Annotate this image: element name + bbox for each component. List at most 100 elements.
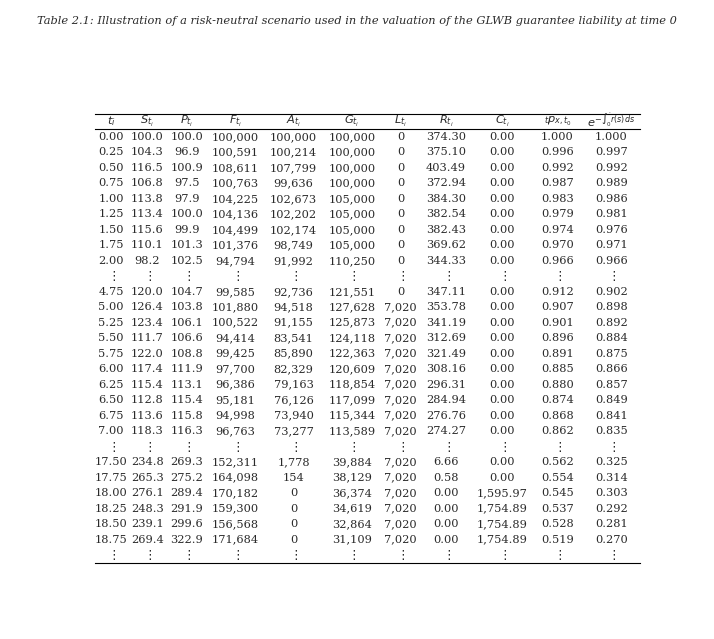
- Text: 289.4: 289.4: [170, 488, 203, 498]
- Text: 0.992: 0.992: [595, 163, 628, 173]
- Text: 0.00: 0.00: [433, 519, 459, 529]
- Text: 104,225: 104,225: [212, 194, 259, 204]
- Text: 120,609: 120,609: [328, 364, 376, 374]
- Text: 0.00: 0.00: [489, 256, 515, 266]
- Text: $\vdots$: $\vdots$: [442, 269, 451, 283]
- Text: $\vdots$: $\vdots$: [231, 548, 240, 562]
- Text: $\vdots$: $\vdots$: [347, 440, 356, 454]
- Text: 76,126: 76,126: [273, 395, 313, 405]
- Text: 101,880: 101,880: [212, 302, 259, 312]
- Text: 100,000: 100,000: [328, 163, 376, 173]
- Text: $A_{t_i}$: $A_{t_i}$: [286, 114, 301, 129]
- Text: 0.00: 0.00: [489, 148, 515, 157]
- Text: $\vdots$: $\vdots$: [396, 440, 405, 454]
- Text: 0.314: 0.314: [595, 473, 628, 482]
- Text: 118.3: 118.3: [131, 426, 164, 436]
- Text: 7.00: 7.00: [99, 426, 124, 436]
- Text: 7,020: 7,020: [384, 333, 417, 343]
- Text: $\vdots$: $\vdots$: [143, 269, 152, 283]
- Text: Table 2.1: Illustration of a risk-neutral scenario used in the valuation of the : Table 2.1: Illustration of a risk-neutra…: [37, 16, 677, 26]
- Text: 0.997: 0.997: [595, 148, 628, 157]
- Text: 123.4: 123.4: [131, 318, 164, 328]
- Text: 98.2: 98.2: [134, 256, 160, 266]
- Text: 73,277: 73,277: [273, 426, 313, 436]
- Text: 0.866: 0.866: [595, 364, 628, 374]
- Text: 94,518: 94,518: [273, 302, 313, 312]
- Text: $\vdots$: $\vdots$: [231, 269, 240, 283]
- Text: 1.25: 1.25: [99, 209, 124, 219]
- Text: 344.33: 344.33: [426, 256, 466, 266]
- Text: 1,754.89: 1,754.89: [477, 504, 528, 514]
- Text: 18.25: 18.25: [95, 504, 128, 514]
- Text: 115.8: 115.8: [170, 411, 203, 420]
- Text: 100,591: 100,591: [212, 148, 259, 157]
- Text: 275.2: 275.2: [170, 473, 203, 482]
- Text: 103.8: 103.8: [170, 302, 203, 312]
- Text: 269.4: 269.4: [131, 535, 164, 544]
- Text: 0: 0: [397, 148, 404, 157]
- Text: 0.862: 0.862: [541, 426, 574, 436]
- Text: 36,374: 36,374: [332, 488, 372, 498]
- Text: 296.31: 296.31: [426, 380, 466, 390]
- Text: 299.6: 299.6: [170, 519, 203, 529]
- Text: 152,311: 152,311: [212, 457, 259, 467]
- Text: 0.00: 0.00: [489, 287, 515, 296]
- Text: 369.62: 369.62: [426, 240, 466, 250]
- Text: 403.49: 403.49: [426, 163, 466, 173]
- Text: 0.884: 0.884: [595, 333, 628, 343]
- Text: $e^{-\int_0^{\cdot} r(s)ds}$: $e^{-\int_0^{\cdot} r(s)ds}$: [588, 112, 635, 130]
- Text: 6.00: 6.00: [99, 364, 124, 374]
- Text: 97.5: 97.5: [174, 178, 199, 189]
- Text: 115.6: 115.6: [131, 225, 164, 235]
- Text: 115,344: 115,344: [328, 411, 376, 420]
- Text: 0.528: 0.528: [541, 519, 574, 529]
- Text: $\vdots$: $\vdots$: [607, 269, 616, 283]
- Text: 0.50: 0.50: [99, 163, 124, 173]
- Text: 100.0: 100.0: [131, 132, 164, 142]
- Text: 7,020: 7,020: [384, 535, 417, 544]
- Text: 127,628: 127,628: [328, 302, 376, 312]
- Text: 0.00: 0.00: [433, 504, 459, 514]
- Text: 269.3: 269.3: [170, 457, 203, 467]
- Text: 0.974: 0.974: [541, 225, 574, 235]
- Text: 0.00: 0.00: [489, 380, 515, 390]
- Text: 100.0: 100.0: [170, 209, 203, 219]
- Text: 0.996: 0.996: [541, 148, 574, 157]
- Text: 100,522: 100,522: [212, 318, 259, 328]
- Text: $\vdots$: $\vdots$: [182, 440, 191, 454]
- Text: 124,118: 124,118: [328, 333, 376, 343]
- Text: 91,155: 91,155: [273, 318, 313, 328]
- Text: 0.00: 0.00: [489, 426, 515, 436]
- Text: 0: 0: [290, 535, 297, 544]
- Text: 105,000: 105,000: [328, 240, 376, 250]
- Text: 0: 0: [397, 225, 404, 235]
- Text: 0.835: 0.835: [595, 426, 628, 436]
- Text: 107,799: 107,799: [270, 163, 317, 173]
- Text: 113.8: 113.8: [131, 194, 164, 204]
- Text: 105,000: 105,000: [328, 225, 376, 235]
- Text: 341.19: 341.19: [426, 318, 466, 328]
- Text: 99,585: 99,585: [216, 287, 256, 296]
- Text: 0.880: 0.880: [541, 380, 574, 390]
- Text: 7,020: 7,020: [384, 457, 417, 467]
- Text: $\vdots$: $\vdots$: [396, 548, 405, 562]
- Text: 106.8: 106.8: [131, 178, 164, 189]
- Text: 374.30: 374.30: [426, 132, 466, 142]
- Text: 0.00: 0.00: [489, 302, 515, 312]
- Text: $G_{t_i}$: $G_{t_i}$: [344, 114, 360, 129]
- Text: 110,250: 110,250: [328, 256, 376, 266]
- Text: 102,202: 102,202: [270, 209, 317, 219]
- Text: 100,000: 100,000: [328, 148, 376, 157]
- Text: 73,940: 73,940: [273, 411, 313, 420]
- Text: 97,700: 97,700: [216, 364, 256, 374]
- Text: 122,363: 122,363: [328, 349, 376, 358]
- Text: 101.3: 101.3: [170, 240, 203, 250]
- Text: 7,020: 7,020: [384, 380, 417, 390]
- Text: 121,551: 121,551: [328, 287, 376, 296]
- Text: 0.976: 0.976: [595, 225, 628, 235]
- Text: 154: 154: [283, 473, 304, 482]
- Text: 0.966: 0.966: [595, 256, 628, 266]
- Text: 100,214: 100,214: [270, 148, 317, 157]
- Text: 101,376: 101,376: [212, 240, 259, 250]
- Text: 0.281: 0.281: [595, 519, 628, 529]
